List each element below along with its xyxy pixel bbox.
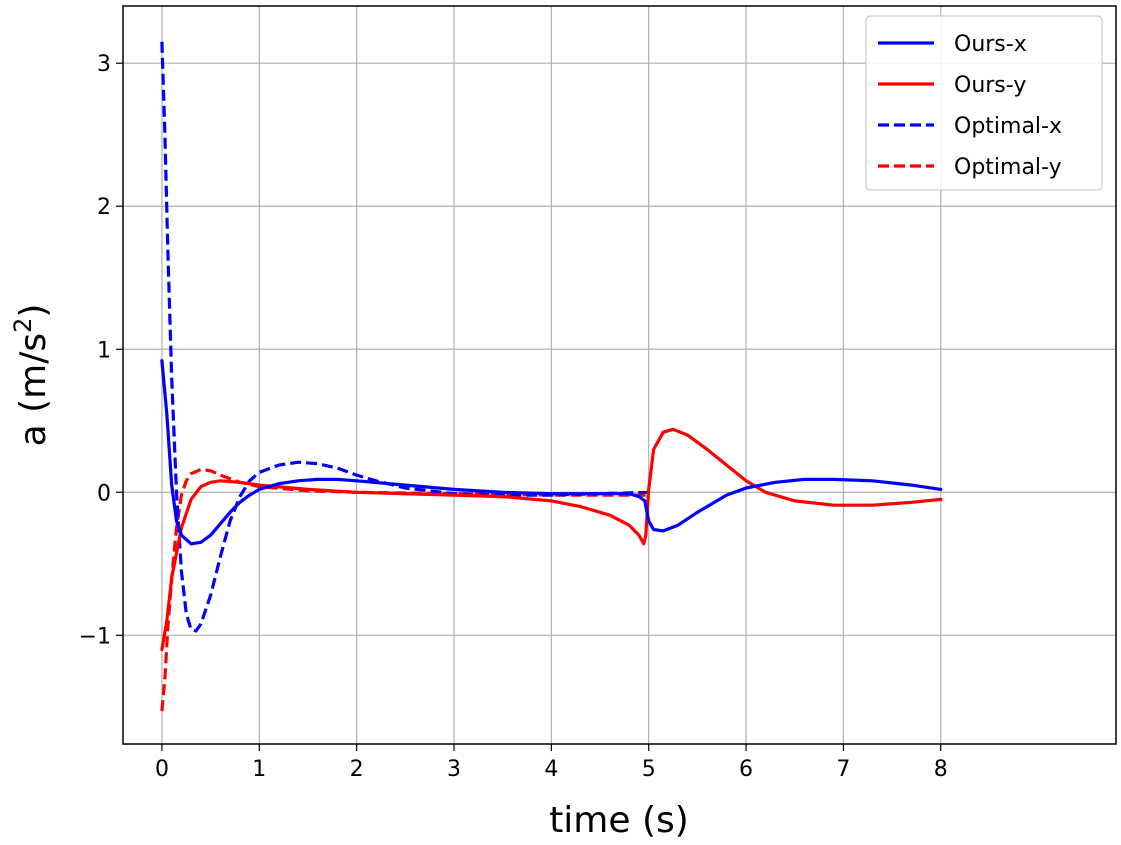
legend: Ours-x Ours-y Optimal-x Optimal-y [865, 15, 1103, 191]
series-line-ours-y [160, 427, 943, 652]
x-tick-label: 3 [447, 757, 461, 782]
y-axis-label-superscript: 2 [9, 318, 37, 333]
y-tick-label: 0 [97, 481, 111, 506]
legend-label-ours-x: Ours-x [954, 32, 1027, 57]
y-axis-label: a (m/s2) [9, 304, 54, 447]
x-axis-label: time (s) [549, 800, 689, 841]
plot-frame [122, 5, 1117, 745]
x-tick-label: 0 [155, 757, 169, 782]
y-axis-label-main: a (m/s [13, 333, 54, 447]
legend-label-optimal-x: Optimal-x [954, 114, 1062, 139]
x-tick-label: 2 [350, 757, 364, 782]
x-tick-label: 8 [934, 757, 948, 782]
x-tick-label: 5 [642, 757, 656, 782]
legend-box [865, 15, 1103, 191]
y-tick-label: 3 [97, 52, 111, 77]
series-line-ours-x [160, 359, 943, 546]
legend-label-ours-y: Ours-y [954, 73, 1026, 98]
series-layer [160, 41, 943, 712]
y-tick-label: −1 [79, 624, 111, 649]
x-tick-label: 6 [739, 757, 753, 782]
x-tick-label: 1 [252, 757, 266, 782]
y-tick-label: 2 [97, 195, 111, 220]
y-tick-label: 1 [97, 338, 111, 363]
x-tick-label: 4 [544, 757, 558, 782]
legend-label-optimal-y: Optimal-y [954, 155, 1062, 180]
y-axis-label-close: ) [13, 304, 54, 318]
x-tick-label: 7 [836, 757, 850, 782]
ticks: 0 1 2 3 4 5 6 7 8 −1 0 1 2 3 [79, 52, 948, 782]
